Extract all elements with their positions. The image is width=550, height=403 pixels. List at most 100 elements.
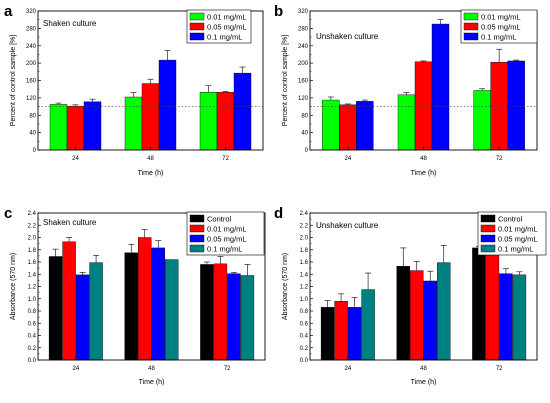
bar [213, 263, 228, 361]
x-tick-label: 48 [420, 156, 427, 162]
legend-entry: Control [498, 215, 523, 224]
legend: 0.01 mg/mL0.05 mg/mL0.1 mg/mL [186, 9, 252, 44]
chart-panel-d: d Unshaken culture 0.0 0.2 0.4 0.6 0.8 1.0 1.2 1.… [274, 205, 547, 386]
legend-entry: Control [207, 215, 232, 224]
legend-entry: 0.01 mg/mL [207, 225, 247, 234]
bar [240, 275, 255, 361]
bar [322, 99, 340, 151]
y-tick-label: 120 [298, 96, 309, 102]
y-tick-label: 0.0 [300, 358, 309, 364]
legend-swatch [480, 224, 496, 233]
bar [499, 273, 513, 361]
bar [339, 104, 357, 151]
bar [233, 72, 252, 151]
x-tick-label: 48 [147, 156, 154, 162]
x-tick-label: 24 [72, 156, 79, 162]
bar [320, 307, 335, 361]
legend-entry: 0.01 mg/mL [498, 225, 538, 234]
legend: 0.01 mg/mL0.05 mg/mL0.1 mg/mL [460, 9, 538, 44]
y-tick-label: 0.2 [300, 346, 309, 352]
bar [151, 247, 165, 361]
bar [334, 301, 348, 361]
bar [216, 92, 235, 151]
bar [396, 266, 410, 361]
bar [507, 60, 525, 151]
bar [124, 96, 143, 151]
y-tick-label: 1.0 [300, 297, 309, 303]
panel-title: Shaken culture [43, 218, 97, 227]
bar [431, 23, 450, 151]
y-tick-label: 40 [29, 131, 36, 137]
bar [83, 101, 102, 151]
chart-panel-a: a Shaken culture 0 40 80 120 160 200 240 280 320 24… [4, 3, 264, 177]
y-tick-label: 1.6 [28, 260, 37, 266]
bar [361, 289, 375, 361]
bar [62, 241, 76, 361]
x-axis-label: Time (h) [411, 379, 437, 386]
y-axis-label: Percent of control sample [%] [10, 35, 17, 126]
y-tick-label: 240 [298, 44, 309, 50]
bar [437, 262, 451, 361]
legend-swatch [463, 32, 479, 41]
y-tick-label: 160 [298, 79, 309, 85]
y-tick-label: 1.8 [300, 248, 309, 254]
legend-swatch [189, 234, 205, 243]
y-tick-label: 0.6 [28, 321, 37, 327]
y-tick-label: 1.2 [300, 285, 309, 291]
bar [141, 83, 160, 151]
panel-title: Shaken culture [43, 19, 97, 28]
legend-swatch [480, 234, 496, 243]
y-tick-label: 1.8 [28, 248, 37, 254]
y-tick-label: 200 [298, 61, 309, 67]
chart-panel-c: c Shaken culture 0.0 0.2 0.4 0.6 0.8 1.0 1.2 1.4 1… [4, 205, 266, 386]
x-tick-label: 24 [344, 156, 351, 162]
bar [490, 62, 508, 151]
y-tick-label: 1.4 [28, 272, 37, 278]
bar [199, 92, 218, 151]
legend-entry: 0.1 mg/mL [481, 33, 516, 42]
y-axis-label: Percent of control sample [%] [282, 35, 289, 126]
panel-title: Unshaken culture [316, 32, 379, 41]
bar [200, 264, 214, 361]
legend-swatch [189, 224, 205, 233]
y-tick-label: 0.4 [300, 334, 309, 340]
legend-swatch [189, 32, 205, 41]
y-tick-label: 1.0 [28, 297, 37, 303]
legend-entry: 0.01 mg/mL [481, 13, 521, 22]
y-tick-label: 0 [305, 148, 309, 154]
legend-swatch [463, 22, 479, 31]
y-tick-label: 240 [26, 44, 37, 50]
bar [472, 247, 486, 361]
x-tick-label: 48 [148, 366, 155, 372]
panel-letter: c [4, 205, 12, 222]
bar [423, 280, 437, 361]
y-tick-label: 2.4 [300, 211, 309, 217]
bar [48, 256, 63, 361]
legend-swatch [189, 214, 205, 223]
y-tick-label: 120 [26, 96, 37, 102]
y-tick-label: 0.8 [28, 309, 37, 315]
legend-swatch [480, 244, 496, 253]
y-tick-label: 320 [298, 9, 309, 15]
y-tick-label: 280 [298, 26, 309, 32]
legend-entry: 0.1 mg/mL [207, 245, 242, 254]
y-tick-label: 40 [301, 131, 308, 137]
bar [138, 237, 152, 361]
x-axis-label: Time (h) [138, 170, 164, 177]
y-tick-label: 0.4 [28, 334, 37, 340]
legend-swatch [463, 12, 479, 21]
x-axis-label: Time (h) [411, 170, 437, 177]
legend-swatch [480, 214, 496, 223]
bar [49, 104, 68, 151]
y-tick-label: 1.4 [300, 272, 309, 278]
y-tick-label: 2.2 [300, 223, 309, 229]
bar [165, 259, 179, 361]
x-axis-label: Time (h) [139, 379, 165, 386]
x-tick-label: 24 [72, 366, 79, 372]
y-tick-label: 0.6 [300, 321, 309, 327]
legend-entry: 0.05 mg/mL [481, 23, 521, 32]
y-tick-label: 80 [29, 113, 36, 119]
